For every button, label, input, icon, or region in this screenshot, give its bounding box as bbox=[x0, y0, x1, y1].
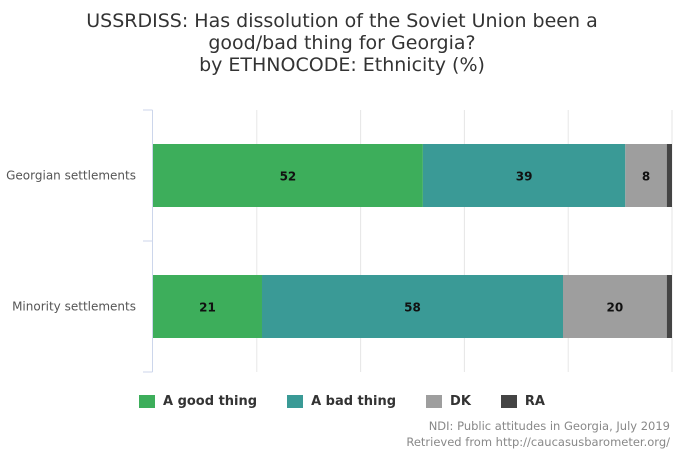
bar-0-2 bbox=[625, 144, 667, 207]
bar-1-1 bbox=[261, 275, 564, 338]
data-label-1-1: 58 bbox=[404, 301, 421, 315]
legend-item-dk[interactable]: DK bbox=[426, 394, 471, 409]
bar-1-2 bbox=[563, 275, 667, 338]
legend-item-ra[interactable]: RA bbox=[500, 394, 545, 409]
category-label-0: Georgian settlements bbox=[6, 169, 136, 183]
data-label-0-0: 52 bbox=[280, 170, 297, 184]
legend: A good thing A bad thing DK RA bbox=[0, 394, 684, 409]
legend-swatch-ra bbox=[500, 395, 517, 408]
data-label-0-2: 8 bbox=[642, 170, 650, 184]
legend-swatch-good bbox=[138, 395, 155, 408]
legend-swatch-bad bbox=[287, 395, 304, 408]
credits: NDI: Public attitudes in Georgia, July 2… bbox=[406, 418, 670, 450]
legend-swatch-dk bbox=[426, 395, 443, 408]
data-label-0-1: 39 bbox=[516, 170, 533, 184]
legend-item-bad[interactable]: A bad thing bbox=[287, 394, 396, 409]
bar-1-0 bbox=[153, 275, 262, 338]
title-line-1: USSRDISS: Has dissolution of the Soviet … bbox=[86, 10, 598, 32]
bar-0-1 bbox=[422, 144, 626, 207]
title-line-2: good/bad thing for Georgia? bbox=[208, 32, 476, 54]
chart-title: USSRDISS: Has dissolution of the Soviet … bbox=[0, 10, 684, 76]
data-label-1-2: 20 bbox=[607, 301, 624, 315]
legend-label-dk: DK bbox=[450, 394, 471, 409]
data-label-1-0: 21 bbox=[199, 301, 216, 315]
category-label-1: Minority settlements bbox=[12, 300, 136, 314]
bar-0-3 bbox=[666, 144, 672, 207]
legend-label-bad: A bad thing bbox=[311, 394, 397, 409]
bar-1-3 bbox=[666, 275, 672, 338]
legend-label-ra: RA bbox=[524, 394, 545, 409]
legend-item-good[interactable]: A good thing bbox=[138, 394, 258, 409]
credits-source: NDI: Public attitudes in Georgia, July 2… bbox=[428, 419, 670, 433]
credits-url[interactable]: Retrieved from http://caucasusbarometer.… bbox=[406, 435, 670, 449]
legend-label-good: A good thing bbox=[162, 394, 258, 409]
title-line-3: by ETHNOCODE: Ethnicity (%) bbox=[199, 54, 485, 76]
bar-0-0 bbox=[153, 144, 423, 207]
